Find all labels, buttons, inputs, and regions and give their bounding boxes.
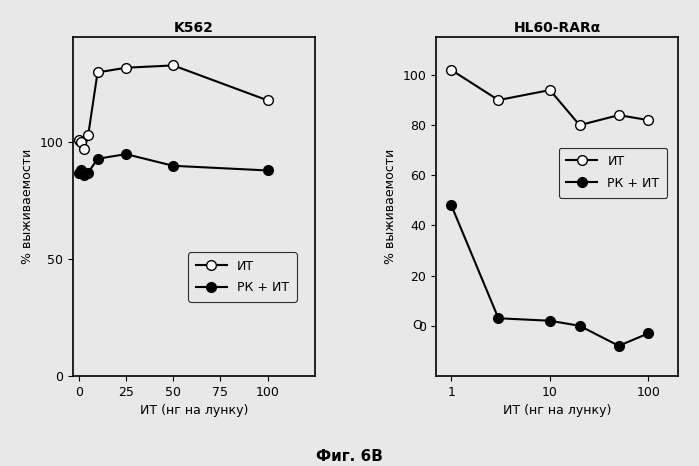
ИТ: [76, 140, 85, 145]
РК + ИТ: [494, 315, 503, 321]
ИТ: [575, 123, 584, 128]
РК + ИТ: [80, 172, 89, 178]
РК + ИТ: [84, 170, 92, 176]
РК + ИТ: [264, 168, 272, 173]
Y-axis label: % выживаемости: % выживаемости: [384, 149, 397, 264]
ИТ: [122, 65, 130, 70]
ИТ: [75, 137, 83, 143]
ИТ: [644, 117, 653, 123]
ИТ: [546, 87, 554, 93]
ИТ: [80, 147, 89, 152]
Title: K562: K562: [174, 21, 214, 35]
Text: Фиг. 6В: Фиг. 6В: [316, 449, 383, 464]
РК + ИТ: [75, 170, 83, 176]
ИТ: [614, 112, 623, 118]
ИТ: [84, 133, 92, 138]
РК + ИТ: [76, 168, 85, 173]
Line: ИТ: ИТ: [447, 65, 654, 130]
Line: ИТ: ИТ: [74, 61, 273, 154]
РК + ИТ: [122, 151, 130, 157]
Text: O: O: [412, 319, 421, 332]
ИТ: [94, 69, 102, 75]
ИТ: [264, 98, 272, 103]
Legend: ИТ, РК + ИТ: ИТ, РК + ИТ: [559, 148, 667, 198]
РК + ИТ: [575, 323, 584, 329]
РК + ИТ: [546, 318, 554, 323]
РК + ИТ: [169, 163, 178, 169]
X-axis label: ИТ (нг на лунку): ИТ (нг на лунку): [140, 404, 248, 417]
РК + ИТ: [447, 203, 456, 208]
Legend: ИТ, РК + ИТ: ИТ, РК + ИТ: [188, 252, 296, 302]
Line: РК + ИТ: РК + ИТ: [74, 149, 273, 180]
X-axis label: ИТ (нг на лунку): ИТ (нг на лунку): [503, 404, 612, 417]
РК + ИТ: [644, 330, 653, 336]
ИТ: [494, 97, 503, 103]
Line: РК + ИТ: РК + ИТ: [447, 200, 654, 351]
ИТ: [169, 62, 178, 68]
ИТ: [447, 67, 456, 73]
РК + ИТ: [614, 343, 623, 349]
Title: HL60-RARα: HL60-RARα: [514, 21, 600, 35]
РК + ИТ: [94, 156, 102, 162]
Y-axis label: % выживаемости: % выживаемости: [21, 149, 34, 264]
